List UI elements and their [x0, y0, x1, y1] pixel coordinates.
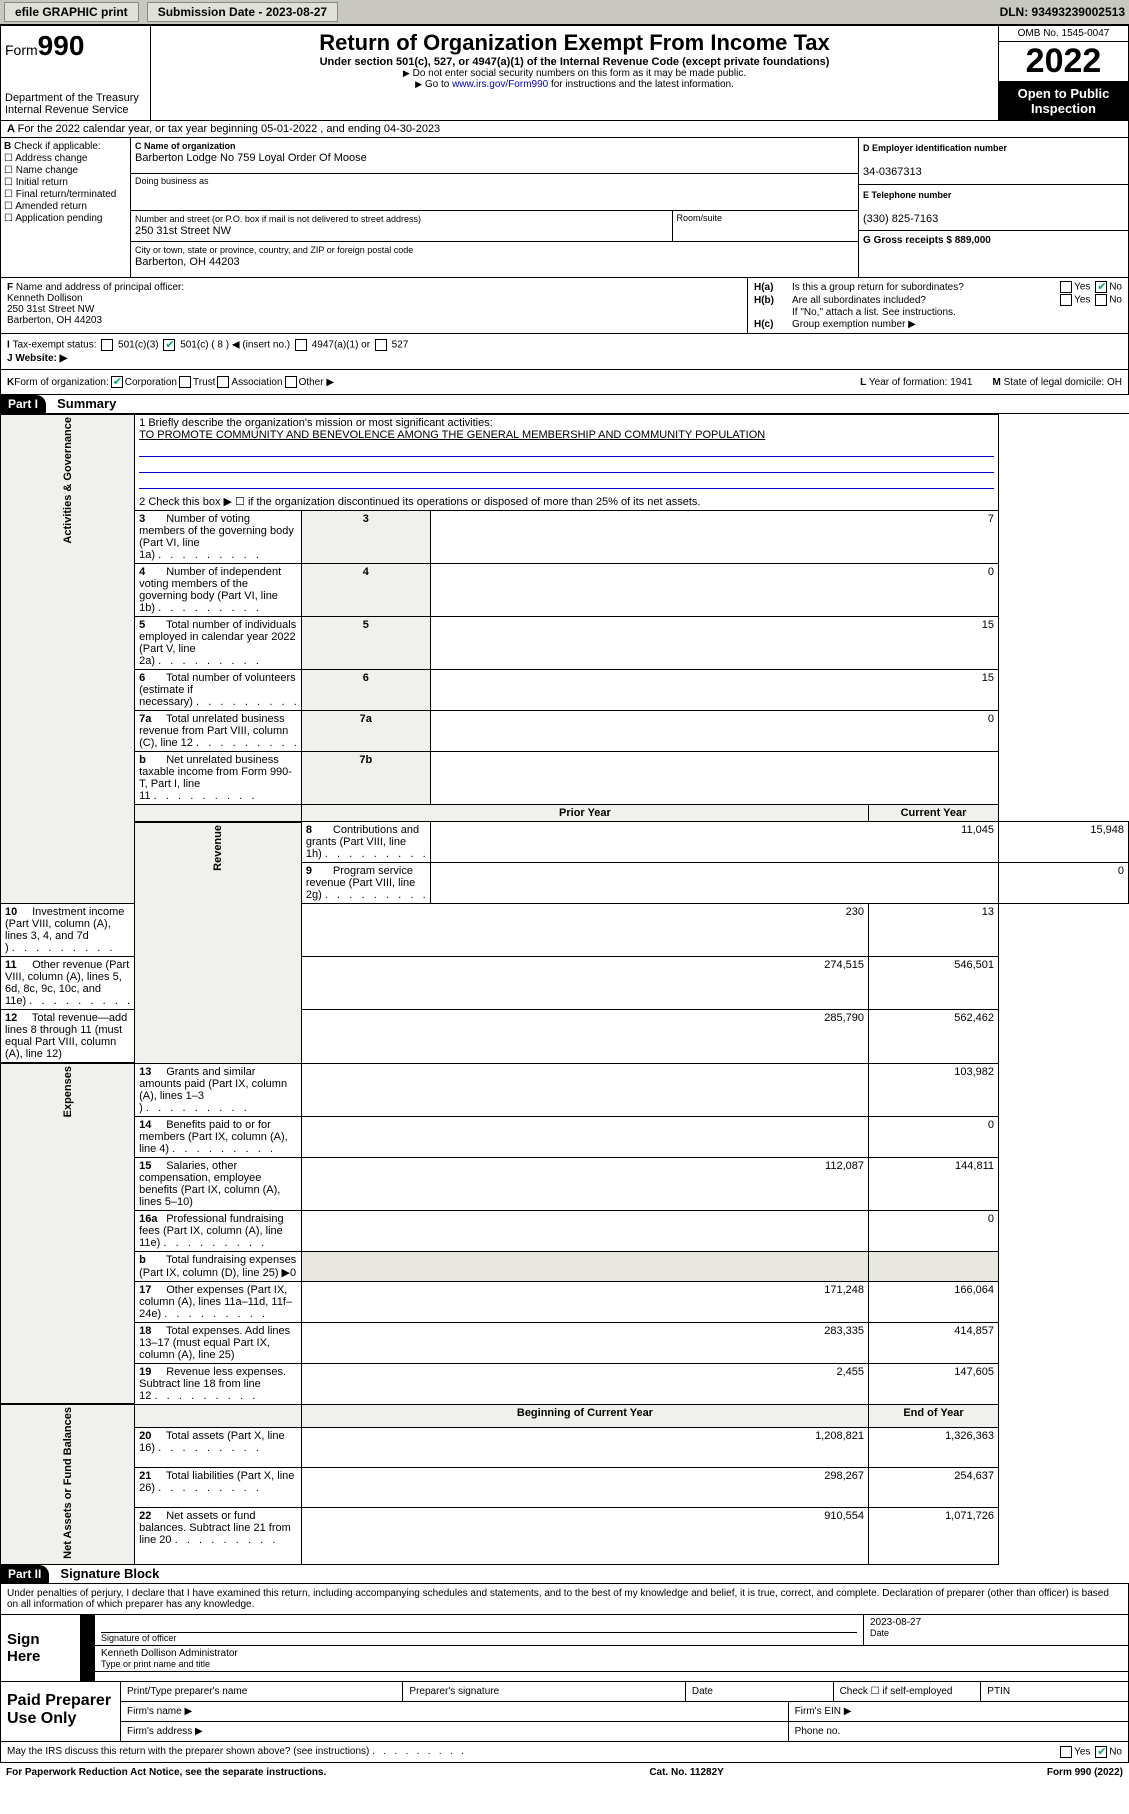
header-left: Form990 Department of the Treasury Inter…	[1, 26, 151, 120]
org-name: Barberton Lodge No 759 Loyal Order Of Mo…	[135, 152, 367, 164]
form-subtitle: Under section 501(c), 527, or 4947(a)(1)…	[155, 56, 994, 68]
hb-yes[interactable]	[1060, 294, 1072, 306]
tab-revenue: Revenue	[212, 825, 224, 871]
irs-link[interactable]: www.irs.gov/Form990	[452, 79, 548, 90]
ein-value: 34-0367313	[863, 166, 922, 178]
street-address: 250 31st Street NW	[135, 225, 231, 237]
perjury-statement: Under penalties of perjury, I declare th…	[1, 1584, 1128, 1615]
part2-header: Part II Signature Block	[0, 1565, 1129, 1584]
dept-label: Department of the Treasury	[5, 92, 146, 104]
footer-form: Form 990 (2022)	[1047, 1767, 1123, 1778]
summary-table: Activities & Governance 1 Briefly descri…	[0, 414, 1129, 1565]
row-gov-7b: b Net unrelated business taxable income …	[1, 752, 1129, 805]
chk-corp[interactable]	[111, 376, 123, 388]
form-title: Return of Organization Exempt From Incom…	[155, 30, 994, 56]
section-h: H(a) Is this a group return for subordin…	[748, 278, 1128, 333]
officer-city: Barberton, OH 44203	[7, 315, 102, 326]
part1-header: Part I Summary	[0, 395, 1129, 414]
hb-no[interactable]	[1095, 294, 1107, 306]
chk-initial-return[interactable]: ☐ Initial return	[4, 177, 127, 188]
discuss-row: May the IRS discuss this return with the…	[0, 1742, 1129, 1763]
tab-expenses: Expenses	[62, 1066, 74, 1117]
city-state-zip: Barberton, OH 44203	[135, 256, 240, 268]
chk-4947[interactable]	[295, 339, 307, 351]
dln-label: DLN: 93493239002513	[1000, 5, 1125, 19]
row-gov-6: 6 Total number of volunteers (estimate i…	[1, 670, 1129, 711]
officer-street: 250 31st Street NW	[7, 304, 94, 315]
chk-final-return[interactable]: ☐ Final return/terminated	[4, 189, 127, 200]
chk-amended[interactable]: ☐ Amended return	[4, 201, 127, 212]
mission-text: TO PROMOTE COMMUNITY AND BENEVOLENCE AMO…	[139, 429, 994, 441]
telephone-value: (330) 825-7163	[863, 213, 938, 225]
year-formation: 1941	[950, 377, 972, 388]
row-a-taxyear: A For the 2022 calendar year, or tax yea…	[0, 121, 1129, 138]
omb-number: OMB No. 1545-0047	[999, 26, 1128, 42]
chk-527[interactable]	[375, 339, 387, 351]
form-note2: ▶ Go to www.irs.gov/Form990 for instruct…	[155, 79, 994, 90]
section-b: B Check if applicable: ☐ Address change …	[1, 138, 131, 277]
tab-netassets: Net Assets or Fund Balances	[62, 1407, 74, 1559]
officer-name-title: Kenneth Dollison Administrator	[101, 1648, 1122, 1659]
sign-here-label: Sign Here	[1, 1615, 81, 1681]
gross-receipts: 889,000	[955, 235, 991, 246]
officer-name: Kenneth Dollison	[7, 293, 83, 304]
tax-year: 2022	[999, 42, 1128, 82]
grid-bc: B Check if applicable: ☐ Address change …	[0, 138, 1129, 278]
sign-arrow-icon	[81, 1615, 95, 1681]
chk-assoc[interactable]	[217, 376, 229, 388]
tab-governance: Activities & Governance	[62, 417, 74, 544]
form-note1: ▶ Do not enter social security numbers o…	[155, 68, 994, 79]
chk-501c3[interactable]	[101, 339, 113, 351]
open-inspection: Open to Public Inspection	[999, 82, 1128, 120]
chk-501c[interactable]	[163, 339, 175, 351]
row-gov-3: 3 Number of voting members of the govern…	[1, 511, 1129, 564]
header-right: OMB No. 1545-0047 2022 Open to Public In…	[998, 26, 1128, 120]
row-gov-4: 4 Number of independent voting members o…	[1, 564, 1129, 617]
signature-block: Under penalties of perjury, I declare th…	[0, 1584, 1129, 1742]
row-kl: K Form of organization: Corporation Trus…	[0, 370, 1129, 395]
chk-other[interactable]	[285, 376, 297, 388]
row-gov-7a: 7a Total unrelated business revenue from…	[1, 711, 1129, 752]
chk-name-change[interactable]: ☐ Name change	[4, 165, 127, 176]
topbar: efile GRAPHIC print Submission Date - 20…	[0, 0, 1129, 25]
chk-trust[interactable]	[179, 376, 191, 388]
submission-date-button[interactable]: Submission Date - 2023-08-27	[147, 2, 338, 22]
grid-fh: F Name and address of principal officer:…	[0, 278, 1129, 334]
section-f: F Name and address of principal officer:…	[1, 278, 748, 333]
page-footer: For Paperwork Reduction Act Notice, see …	[0, 1763, 1129, 1782]
header-mid: Return of Organization Exempt From Incom…	[151, 26, 998, 120]
row-ij: I Tax-exempt status: 501(c)(3) 501(c) ( …	[0, 334, 1129, 370]
discuss-no[interactable]	[1095, 1746, 1107, 1758]
efile-print-button[interactable]: efile GRAPHIC print	[4, 2, 139, 22]
chk-address-change[interactable]: ☐ Address change	[4, 153, 127, 164]
hb-note: If "No," attach a list. See instructions…	[754, 307, 1122, 318]
footer-cat: Cat. No. 11282Y	[649, 1767, 723, 1778]
row-gov-5: 5 Total number of individuals employed i…	[1, 617, 1129, 670]
irs-label: Internal Revenue Service	[5, 104, 146, 116]
ha-no[interactable]	[1095, 281, 1107, 293]
paid-preparer-label: Paid Preparer Use Only	[1, 1682, 121, 1741]
form-number: Form990	[5, 30, 146, 62]
hc-label: Group exemption number ▶	[792, 319, 916, 330]
sig-date: 2023-08-27	[870, 1617, 1122, 1628]
footer-left: For Paperwork Reduction Act Notice, see …	[6, 1767, 326, 1778]
discuss-yes[interactable]	[1060, 1746, 1072, 1758]
section-c: C Name of organization Barberton Lodge N…	[131, 138, 858, 277]
state-domicile: OH	[1107, 377, 1122, 388]
ha-yes[interactable]	[1060, 281, 1072, 293]
chk-app-pending[interactable]: ☐ Application pending	[4, 213, 127, 224]
room-suite: Room/suite	[673, 211, 859, 242]
form-header: Form990 Department of the Treasury Inter…	[0, 25, 1129, 121]
section-de: D Employer identification number 34-0367…	[858, 138, 1128, 277]
